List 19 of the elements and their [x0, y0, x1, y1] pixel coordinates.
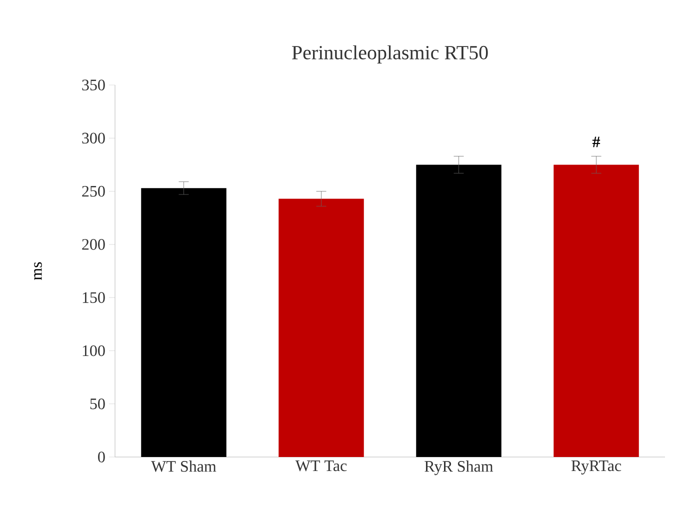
y-tick-label: 150 — [82, 292, 105, 303]
chart-title: Perinucleoplasmic RT50 — [292, 45, 488, 64]
x-tick-label: WT Sham — [151, 460, 216, 472]
y-tick-label: 100 — [82, 345, 105, 356]
y-tick-label: 300 — [82, 132, 105, 144]
bar — [554, 164, 639, 457]
annotation: # — [592, 136, 600, 148]
x-tick-label: RyRTac — [571, 460, 622, 474]
y-axis-title: ms — [34, 262, 42, 280]
y-tick-label: 350 — [82, 80, 105, 90]
y-tick-label: 200 — [82, 239, 105, 250]
bar — [141, 188, 226, 457]
x-tick-label: WT Tac — [295, 460, 347, 472]
bar — [278, 198, 364, 457]
y-tick-label: 50 — [90, 398, 105, 410]
y-tick-label: 250 — [82, 186, 105, 197]
x-tick-label: RyR Sham — [424, 460, 494, 476]
bar — [416, 164, 502, 457]
y-tick-label: 0 — [98, 452, 105, 462]
